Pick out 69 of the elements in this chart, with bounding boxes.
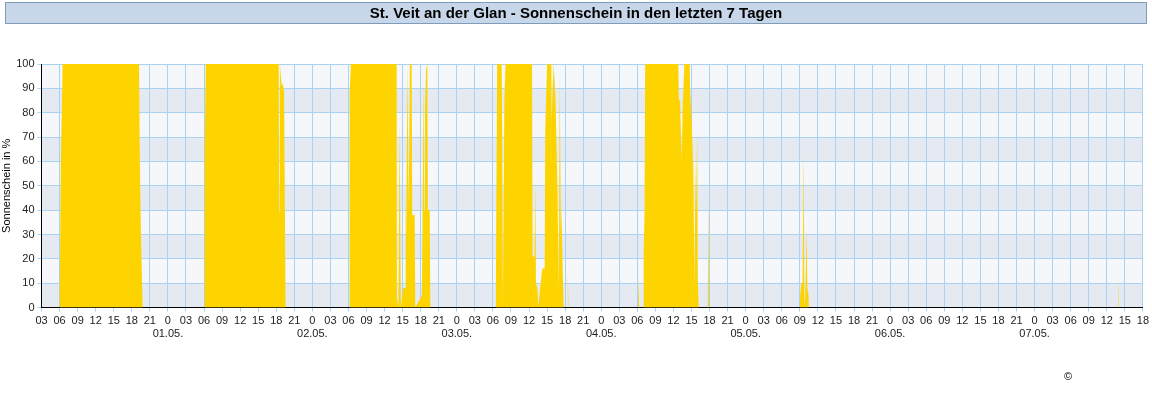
- x-tick-label: 21: [1010, 314, 1023, 327]
- y-tick-label: 20: [22, 251, 35, 264]
- x-tick-label: 03: [324, 314, 337, 327]
- x-tick-label: 03: [179, 314, 193, 327]
- x-tick-label: 21: [432, 314, 445, 327]
- y-tick-label: 30: [22, 227, 35, 240]
- y-tick-label: 100: [16, 57, 35, 70]
- x-tick-label: 18: [559, 314, 572, 327]
- x-tick-label: 12: [811, 314, 825, 327]
- y-tick-label: 60: [22, 154, 35, 167]
- x-tick-label: 03: [902, 314, 915, 327]
- x-tick-label: 12: [956, 314, 969, 327]
- x-tick-label: 09: [938, 314, 951, 327]
- x-tick-label: 15: [974, 314, 987, 327]
- x-tick-label: 18: [414, 314, 427, 327]
- text: ©: [1064, 370, 1073, 382]
- x-tick-label: 09: [649, 314, 662, 327]
- x-tick-label: 09: [71, 314, 84, 327]
- x-tick-label: 21: [577, 314, 590, 327]
- y-axis-title: Sonnenschein in %: [0, 138, 12, 233]
- x-tick-label: 12: [234, 314, 247, 327]
- x-tick-label: 09: [504, 314, 518, 327]
- x-tick-label: 06: [775, 314, 788, 327]
- x-tick-label: 06: [197, 314, 211, 327]
- x-tick-label: 06: [631, 314, 644, 327]
- x-tick-label: 06: [486, 314, 500, 327]
- x-tick-label: 21: [143, 314, 157, 327]
- y-tick-label: 40: [22, 203, 35, 216]
- x-tick-label: 12: [378, 314, 391, 327]
- x-tick-label: 06: [53, 314, 66, 327]
- x-tick-label: 12: [89, 314, 102, 327]
- y-tick-label: 90: [22, 81, 35, 94]
- x-tick-label: 09: [793, 314, 806, 327]
- x-tick-label: 18: [125, 314, 138, 327]
- x-tick-label: 12: [1100, 314, 1113, 327]
- y-tick-label: 80: [22, 105, 35, 118]
- x-tick-label: 21: [865, 314, 879, 327]
- x-tick-label: 15: [685, 314, 698, 327]
- x-tick-label: 09: [215, 314, 229, 327]
- x-tick-label: 21: [288, 314, 301, 327]
- x-tick-label: 18: [992, 314, 1005, 327]
- y-tick-label: 70: [22, 130, 35, 143]
- x-tick-label: 15: [396, 314, 409, 327]
- x-tick-label: 03: [757, 314, 770, 327]
- x-tick-label: 15: [252, 314, 265, 327]
- y-tick-label: 0: [28, 300, 35, 313]
- chart-title: St. Veit an der Glan - Sonnenschein in den letzten 7 Tagen: [5, 2, 1147, 24]
- y-tick-label: 10: [22, 276, 35, 289]
- x-tick-label: 03: [35, 314, 48, 327]
- y-tick-label: 50: [22, 178, 35, 191]
- x-tick-label: 06: [920, 314, 933, 327]
- x-tick-label: 12: [522, 314, 536, 327]
- x-tick-label: 09: [360, 314, 373, 327]
- x-tick-label: 15: [1118, 314, 1131, 327]
- x-tick-label: 09: [1082, 314, 1095, 327]
- x-tick-label: 03: [468, 314, 481, 327]
- x-tick-label: 18: [703, 314, 716, 327]
- x-tick-label: 03: [613, 314, 626, 327]
- x-tick-label: 18: [1136, 314, 1150, 327]
- x-tick-label: 03: [1046, 314, 1059, 327]
- x-tick-label: 21: [721, 314, 734, 327]
- x-tick-label: 15: [540, 314, 554, 327]
- x-tick-label: 06: [342, 314, 355, 327]
- x-tick-label: 15: [829, 314, 843, 327]
- x-tick-label: 12: [667, 314, 680, 327]
- x-tick-label: 18: [847, 314, 861, 327]
- x-tick-label: 06: [1064, 314, 1077, 327]
- x-tick-label: 18: [270, 314, 283, 327]
- x-tick-label: 15: [107, 314, 120, 327]
